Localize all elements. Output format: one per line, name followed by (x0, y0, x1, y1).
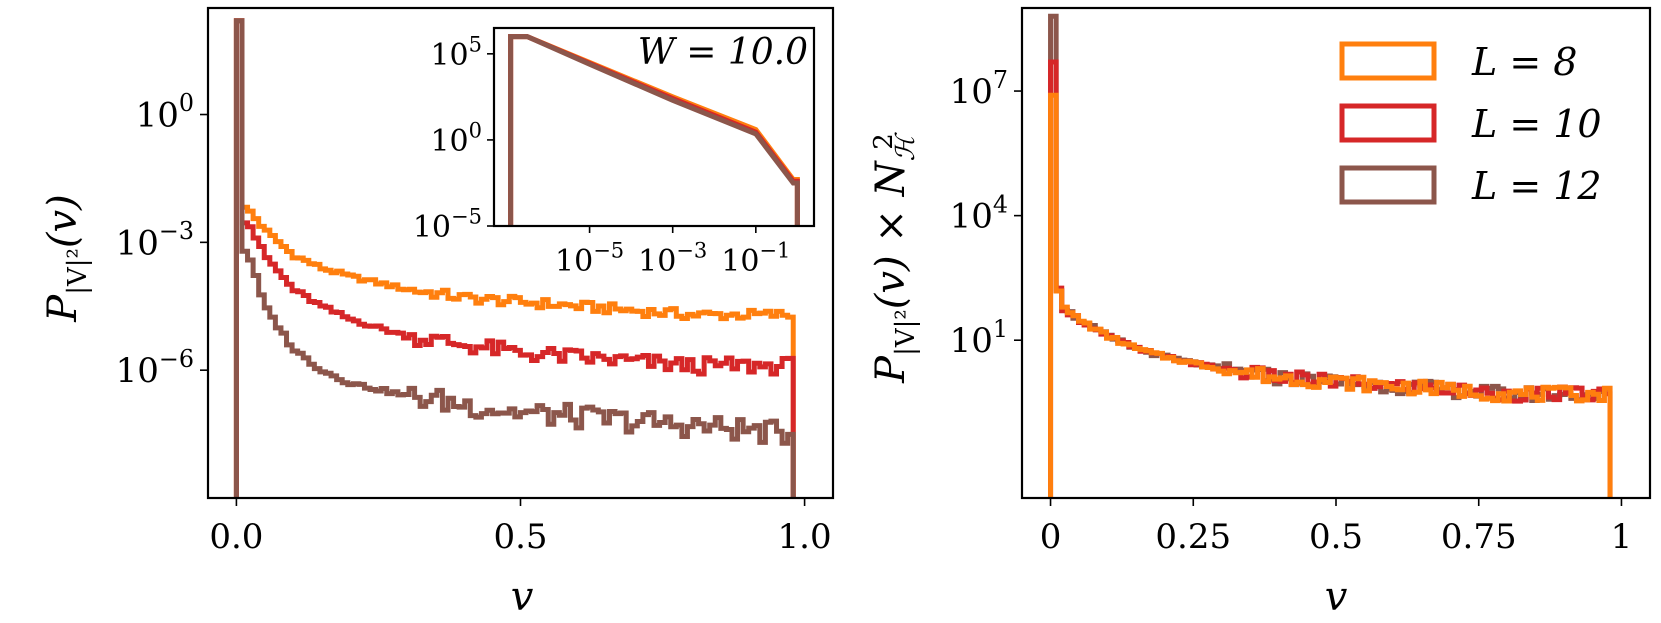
left-x-tick-label: 0.0 (209, 517, 263, 557)
legend-item: L = 8 (1339, 40, 1577, 84)
legend: L = 8 L = 10 L = 12 (1339, 40, 1602, 208)
left-y-tick-label: 100 (136, 89, 194, 135)
inset-plot: 10−5 10−3 10−1 105 100 10−5 W = 10.0 (413, 26, 816, 279)
right-y-tick-label: 104 (950, 190, 1008, 236)
right-x-tick-label: 0.25 (1155, 517, 1231, 557)
inset-x-tick-label: 10−1 (721, 239, 790, 280)
right-x-tick-label: 0 (1040, 517, 1062, 557)
legend-label: L = 12 (1471, 164, 1602, 208)
inset-histograms (508, 34, 800, 226)
legend-swatch (1339, 165, 1437, 205)
right-x-tick-label: 0.75 (1441, 517, 1517, 557)
inset-x-ticks: 10−5 10−3 10−1 (555, 226, 790, 279)
inset-y-ticks: 105 100 10−5 (413, 32, 494, 245)
right-x-tick-label: 0.5 (1309, 517, 1363, 557)
right-y-ticks: 107 104 101 (950, 66, 1022, 361)
right-x-tick-label: 1 (1611, 517, 1633, 557)
inset-series-l12 (508, 34, 800, 226)
left-y-tick-label: 10−3 (116, 217, 194, 263)
left-x-ticks: 0.0 0.5 1.0 (209, 498, 832, 557)
legend-swatch (1339, 103, 1437, 143)
left-x-tick-label: 0.5 (493, 517, 547, 557)
legend-swatch (1339, 41, 1437, 81)
left-x-tick-label: 1.0 (778, 517, 832, 557)
left-series-l12 (233, 18, 796, 498)
right-y-tick-label: 101 (950, 315, 1008, 361)
inset-x-tick-label: 10−3 (638, 239, 707, 280)
inset-y-tick-label: 100 (430, 118, 482, 159)
right-x-ticks: 0 0.25 0.5 0.75 1 (1040, 498, 1633, 557)
right-histograms (1048, 13, 1613, 498)
right-y-tick-label: 107 (950, 66, 1008, 112)
right-x-axis-label: v (1325, 574, 1348, 620)
right-series-l12 (1048, 13, 1613, 498)
inset-annotation: W = 10.0 (638, 32, 808, 73)
left-series-l8 (233, 18, 796, 498)
inset-x-tick-label: 10−5 (555, 239, 624, 280)
legend-item: L = 10 (1339, 102, 1602, 146)
legend-item: L = 12 (1339, 164, 1602, 208)
inset-axes-frame (492, 26, 816, 228)
left-series-l10 (233, 18, 796, 498)
right-series-l8 (1048, 92, 1613, 498)
left-y-ticks: 100 10−3 10−6 (116, 89, 208, 391)
inset-y-tick-label: 105 (430, 32, 482, 73)
legend-label: L = 10 (1471, 102, 1602, 146)
left-y-tick-label: 10−6 (116, 345, 194, 391)
legend-label: L = 8 (1471, 40, 1577, 84)
inset-y-tick-label: 10−5 (413, 205, 482, 246)
left-histograms (233, 18, 796, 498)
left-x-axis-label: v (511, 574, 534, 620)
right-y-axis-label: P|V|²(v) × Nℋ2 (868, 131, 921, 383)
left-y-axis-label: P|V|²(v) (40, 194, 93, 322)
right-panel: 0 0.25 0.5 0.75 1 107 104 101 v P|V|²(v) × Nℋ2… (868, 6, 1652, 620)
